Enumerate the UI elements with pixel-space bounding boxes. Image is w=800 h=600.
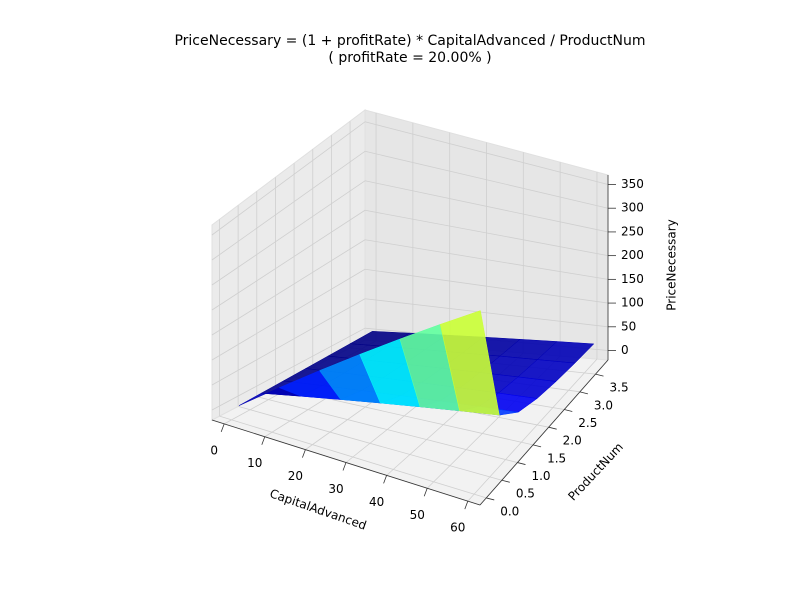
y-tick xyxy=(532,444,542,448)
grid-line xyxy=(211,327,366,411)
grid-line xyxy=(364,268,609,304)
x-tick xyxy=(342,462,347,471)
grid-line xyxy=(238,405,502,481)
z-axis-label: PriceNecessary xyxy=(665,219,679,311)
grid-line xyxy=(211,268,366,361)
x-tick xyxy=(464,500,469,510)
grid-line xyxy=(211,209,366,311)
z-tick-label: 150 xyxy=(621,272,644,286)
grid-line xyxy=(211,239,366,336)
x-tick xyxy=(383,475,387,484)
grid-line xyxy=(364,239,609,280)
y-tick-label: 0.5 xyxy=(516,487,535,501)
surface-patch xyxy=(439,310,500,416)
x-tick-label: 50 xyxy=(410,508,425,522)
x-tick xyxy=(302,449,306,458)
x-tick-label: 10 xyxy=(247,456,262,470)
chart-subtitle: ( profitRate = 20.00% ) xyxy=(328,50,491,66)
z-tick-label: 0 xyxy=(621,343,629,357)
y-axis-line xyxy=(479,359,609,506)
y-tick-label: 1.0 xyxy=(531,469,550,483)
y-tick xyxy=(579,391,588,395)
grid-line xyxy=(211,180,366,286)
z-tick-label: 50 xyxy=(621,319,636,333)
grid-line xyxy=(467,358,598,502)
grid-line xyxy=(364,180,609,233)
z-tick-label: 100 xyxy=(621,296,644,310)
grid-line xyxy=(211,150,366,261)
x-tick-label: 30 xyxy=(328,482,343,496)
grid-line xyxy=(211,121,366,236)
z-tick-label: 350 xyxy=(621,177,644,191)
chart-title: PriceNecessary = (1 + profitRate) * Capi… xyxy=(174,33,645,49)
y-axis-label: ProductNum xyxy=(565,440,626,504)
y-tick-label: 3.0 xyxy=(594,398,613,412)
grid-line xyxy=(219,415,487,499)
x-axis-label: CapitalAdvanced xyxy=(268,486,368,532)
panes xyxy=(210,108,610,506)
x-tick xyxy=(220,423,225,433)
x-tick xyxy=(261,436,266,445)
y-tick-label: 2.0 xyxy=(563,434,582,448)
y-tick xyxy=(564,409,573,412)
y-tick-label: 1.5 xyxy=(547,451,566,465)
x-tick-label: 60 xyxy=(450,521,465,535)
y-tick xyxy=(501,479,510,483)
x-tick-label: 0 xyxy=(210,443,218,457)
grid-line xyxy=(364,121,609,185)
z-tick-label: 250 xyxy=(621,224,644,238)
x-tick-label: 20 xyxy=(288,469,303,483)
y-tick xyxy=(517,462,526,465)
grid-line xyxy=(364,209,609,257)
y-tick xyxy=(595,373,604,377)
z-tick-label: 200 xyxy=(621,248,644,262)
z-tick-label: 300 xyxy=(621,201,644,215)
x-axis-line xyxy=(211,419,481,506)
axes: 0 10 20 30 40 50 60 0.0 0.5 1.0 1.5 2.0 2.5 3.0 3.5 0 50… xyxy=(210,175,644,535)
surface xyxy=(238,310,595,416)
y-tick-label: 2.5 xyxy=(578,416,597,430)
y-tick xyxy=(548,426,557,430)
y-tick-label: 0.0 xyxy=(500,504,519,518)
grid-line xyxy=(256,396,518,463)
grid-line xyxy=(364,150,609,209)
grid-line xyxy=(364,298,609,328)
y-tick-label: 3.5 xyxy=(610,381,629,395)
x-tick xyxy=(423,488,428,497)
y-tick xyxy=(486,497,495,501)
x-tick-label: 40 xyxy=(369,495,384,509)
grid-line xyxy=(211,298,366,386)
